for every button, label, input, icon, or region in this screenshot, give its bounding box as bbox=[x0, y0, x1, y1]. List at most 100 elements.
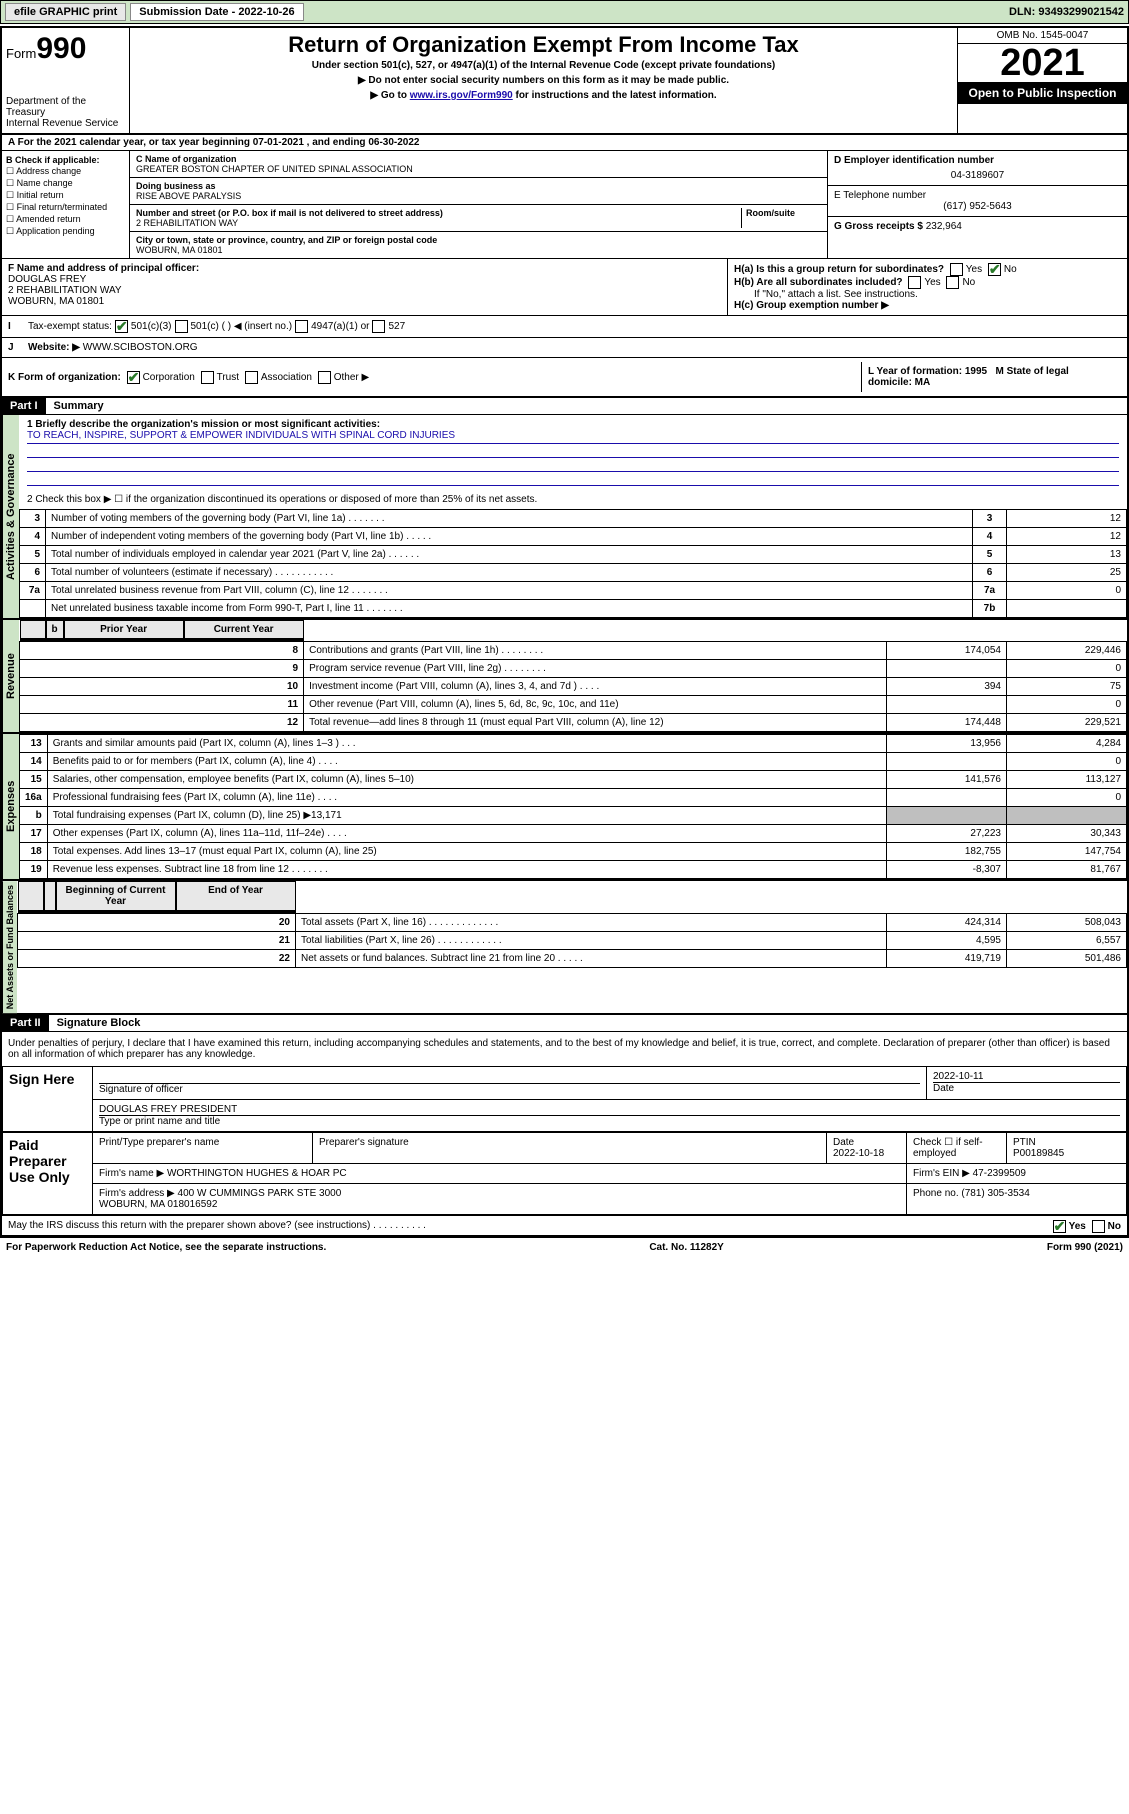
street-label: Number and street (or P.O. box if mail i… bbox=[136, 208, 443, 218]
dept-treasury: Department of the Treasury Internal Reve… bbox=[6, 96, 125, 129]
net-vert-label: Net Assets or Fund Balances bbox=[2, 881, 17, 1013]
sign-here-table: Sign Here Signature of officer 2022-10-1… bbox=[2, 1066, 1127, 1132]
footer-cat: Cat. No. 11282Y bbox=[649, 1242, 723, 1253]
may-irs-row: May the IRS discuss this return with the… bbox=[2, 1215, 1127, 1235]
sig-date-cell: 2022-10-11Date bbox=[927, 1067, 1127, 1100]
officer-addr1: 2 REHABILITATION WAY bbox=[8, 285, 122, 296]
header-mid: Return of Organization Exempt From Incom… bbox=[130, 28, 957, 133]
form-number: 990 bbox=[36, 32, 86, 65]
dln: DLN: 93493299021542 bbox=[1009, 6, 1124, 18]
chk-pending[interactable]: ☐ Application pending bbox=[6, 226, 125, 237]
gov-table: 3Number of voting members of the governi… bbox=[19, 509, 1127, 618]
may-irs-text: May the IRS discuss this return with the… bbox=[8, 1220, 426, 1231]
form-header: Form990 Department of the Treasury Inter… bbox=[2, 28, 1127, 135]
hc-label: H(c) Group exemption number ▶ bbox=[734, 300, 889, 311]
chk-corp[interactable] bbox=[127, 371, 140, 384]
firm-addr-cell: Firm's address ▶ 400 W CUMMINGS PARK STE… bbox=[93, 1184, 907, 1215]
officer-label: F Name and address of principal officer: bbox=[8, 263, 199, 274]
col-f-officer: F Name and address of principal officer:… bbox=[2, 259, 727, 315]
dba-label: Doing business as bbox=[136, 181, 216, 191]
sig-officer-label: Signature of officer bbox=[99, 1083, 920, 1095]
mission-blank1 bbox=[27, 444, 1119, 458]
chk-4947[interactable] bbox=[295, 320, 308, 333]
chk-501c[interactable] bbox=[175, 320, 188, 333]
part1-header: Part I Summary bbox=[2, 398, 1127, 415]
row-k-form-org: K Form of organization: Corporation Trus… bbox=[2, 358, 1127, 398]
subtitle-3: ▶ Go to www.irs.gov/Form990 for instruct… bbox=[134, 90, 953, 101]
gov-vert-label: Activities & Governance bbox=[2, 415, 19, 618]
chk-amended[interactable]: ☐ Amended return bbox=[6, 214, 125, 225]
chk-name[interactable]: ☐ Name change bbox=[6, 178, 125, 189]
dba-name: RISE ABOVE PARALYSIS bbox=[136, 191, 241, 201]
name-label: C Name of organization bbox=[136, 154, 237, 164]
paid-preparer-table: Paid Preparer Use Only Print/Type prepar… bbox=[2, 1132, 1127, 1215]
tax-year: 2021 bbox=[958, 44, 1127, 82]
hb-yes[interactable] bbox=[908, 276, 921, 289]
row-i-tax-status: ITax-exempt status: 501(c)(3) 501(c) ( )… bbox=[2, 316, 1127, 338]
chk-assoc[interactable] bbox=[245, 371, 258, 384]
exp-table: 13Grants and similar amounts paid (Part … bbox=[19, 734, 1127, 879]
hb-no[interactable] bbox=[946, 276, 959, 289]
city: WOBURN, MA 01801 bbox=[136, 245, 223, 255]
phone: (617) 952-5643 bbox=[834, 201, 1121, 212]
hb-note: If "No," attach a list. See instructions… bbox=[734, 289, 1121, 300]
net-table: Beginning of Current YearEnd of Year 20T… bbox=[17, 881, 1127, 968]
col-curr: Current Year bbox=[184, 620, 304, 639]
mission-text: TO REACH, INSPIRE, SUPPORT & EMPOWER IND… bbox=[27, 430, 1119, 444]
part2-badge: Part II bbox=[2, 1015, 49, 1031]
city-label: City or town, state or province, country… bbox=[136, 235, 437, 245]
gross-label: G Gross receipts $ bbox=[834, 221, 923, 232]
col-b-checkboxes: B Check if applicable: ☐ Address change … bbox=[2, 151, 130, 258]
part1-badge: Part I bbox=[2, 398, 46, 414]
form-title: Return of Organization Exempt From Incom… bbox=[134, 32, 953, 58]
chk-501c3[interactable] bbox=[115, 320, 128, 333]
phone-label: E Telephone number bbox=[834, 190, 926, 201]
submission-date: Submission Date - 2022-10-26 bbox=[130, 3, 303, 21]
prep-name-label: Print/Type preparer's name bbox=[93, 1133, 313, 1164]
prep-date: 2022-10-18 bbox=[833, 1148, 884, 1159]
row-a-tax-year: A For the 2021 calendar year, or tax yea… bbox=[2, 135, 1127, 151]
header-right: OMB No. 1545-0047 2021 Open to Public In… bbox=[957, 28, 1127, 133]
website-label: Website: ▶ bbox=[28, 342, 80, 353]
chk-trust[interactable] bbox=[201, 371, 214, 384]
col-b-title: B Check if applicable: bbox=[6, 155, 100, 165]
chk-address[interactable]: ☐ Address change bbox=[6, 166, 125, 177]
sig-date: 2022-10-11 bbox=[933, 1071, 983, 1082]
irs-link[interactable]: www.irs.gov/Form990 bbox=[410, 90, 513, 101]
col-de: D Employer identification number04-31896… bbox=[827, 151, 1127, 258]
officer-name: DOUGLAS FREY bbox=[8, 274, 86, 285]
chk-other[interactable] bbox=[318, 371, 331, 384]
firm-phone: (781) 305-3534 bbox=[961, 1188, 1029, 1199]
self-emp: Check ☐ if self-employed bbox=[907, 1133, 1007, 1164]
officer-addr2: WOBURN, MA 01801 bbox=[8, 296, 104, 307]
col-end: End of Year bbox=[176, 881, 296, 911]
prep-date-cell: Date2022-10-18 bbox=[827, 1133, 907, 1164]
chk-527[interactable] bbox=[372, 320, 385, 333]
open-inspection: Open to Public Inspection bbox=[958, 82, 1127, 104]
topbar: efile GRAPHIC print Submission Date - 20… bbox=[0, 0, 1129, 24]
ha-yes[interactable] bbox=[950, 263, 963, 276]
col-c-org-info: C Name of organizationGREATER BOSTON CHA… bbox=[130, 151, 827, 258]
org-name: GREATER BOSTON CHAPTER OF UNITED SPINAL … bbox=[136, 164, 413, 174]
may-irs-yes[interactable] bbox=[1053, 1220, 1066, 1233]
ein-label: D Employer identification number bbox=[834, 155, 994, 166]
mission-blank3 bbox=[27, 472, 1119, 486]
officer-name-cell: DOUGLAS FREY PRESIDENTType or print name… bbox=[93, 1100, 1127, 1132]
may-irs-no[interactable] bbox=[1092, 1220, 1105, 1233]
chk-final[interactable]: ☐ Final return/terminated bbox=[6, 202, 125, 213]
firm-phone-cell: Phone no. (781) 305-3534 bbox=[907, 1184, 1127, 1215]
efile-btn[interactable]: efile GRAPHIC print bbox=[5, 3, 126, 21]
chk-initial[interactable]: ☐ Initial return bbox=[6, 190, 125, 201]
ptin: P00189845 bbox=[1013, 1148, 1064, 1159]
gross-receipts: 232,964 bbox=[926, 221, 962, 232]
paid-prep-label: Paid Preparer Use Only bbox=[3, 1133, 93, 1215]
col-h-group: H(a) Is this a group return for subordin… bbox=[727, 259, 1127, 315]
exp-vert-label: Expenses bbox=[2, 734, 19, 879]
firm-name-cell: Firm's name ▶ WORTHINGTON HUGHES & HOAR … bbox=[93, 1164, 907, 1184]
sign-here-label: Sign Here bbox=[3, 1067, 93, 1132]
rev-table: bPrior YearCurrent Year 8Contributions a… bbox=[19, 620, 1127, 732]
ha-no[interactable] bbox=[988, 263, 1001, 276]
hb-label: H(b) Are all subordinates included? bbox=[734, 277, 903, 288]
ha-label: H(a) Is this a group return for subordin… bbox=[734, 264, 944, 275]
block-bcd: B Check if applicable: ☐ Address change … bbox=[2, 151, 1127, 259]
